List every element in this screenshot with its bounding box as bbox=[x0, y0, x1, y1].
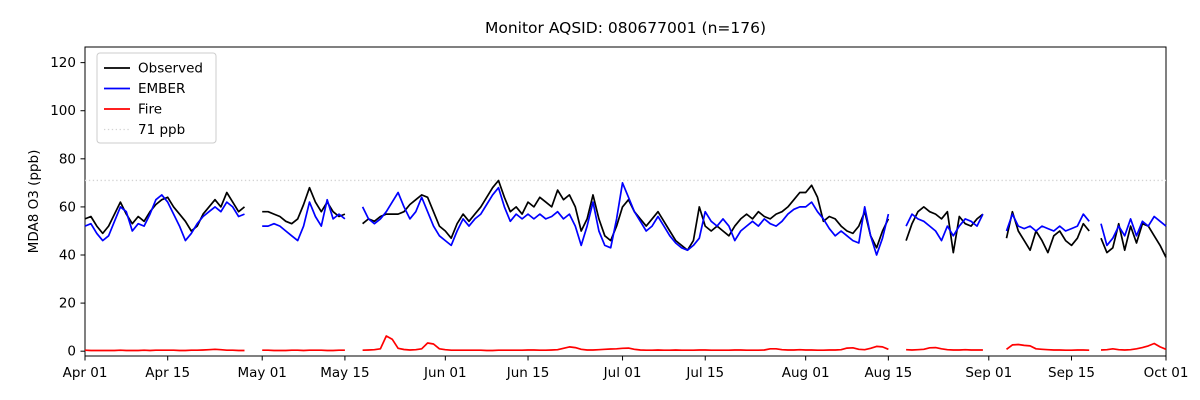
x-tick-label: Jun 15 bbox=[506, 365, 550, 381]
y-tick-label: 60 bbox=[59, 199, 76, 215]
y-axis-label: MDA8 O3 (ppb) bbox=[26, 150, 42, 254]
x-tick-label: Apr 15 bbox=[145, 365, 190, 381]
legend-label: 71 ppb bbox=[138, 122, 185, 138]
legend-entry-ember: EMBER bbox=[104, 81, 185, 97]
y-tick-label: 120 bbox=[50, 55, 76, 71]
x-tick-label: Sep 01 bbox=[965, 365, 1012, 381]
y-tick-label: 80 bbox=[59, 151, 76, 167]
legend-entry-71-ppb: 71 ppb bbox=[104, 122, 185, 138]
x-tick-label: Sep 15 bbox=[1048, 365, 1095, 381]
plot-border bbox=[84, 46, 1167, 357]
y-tick-label: 40 bbox=[59, 248, 76, 264]
series-line-ember bbox=[84, 182, 1167, 256]
x-tick-label: Jul 01 bbox=[603, 365, 642, 381]
x-tick-label: Jun 01 bbox=[423, 365, 467, 381]
y-tick-label: 0 bbox=[67, 344, 76, 360]
legend-entry-observed: Observed bbox=[104, 61, 203, 77]
chart-title: Monitor AQSID: 080677001 (n=176) bbox=[485, 19, 766, 37]
legend-label: Observed bbox=[138, 61, 203, 77]
x-tick-label: Aug 01 bbox=[782, 365, 830, 381]
legend: Observed EMBER Fire 71 ppb bbox=[96, 52, 217, 144]
x-tick-label: Oct 01 bbox=[1144, 365, 1189, 381]
x-tick-label: Apr 01 bbox=[63, 365, 108, 381]
legend-label: Fire bbox=[138, 102, 162, 118]
legend-box bbox=[96, 52, 217, 144]
y-tick-label: 100 bbox=[50, 103, 76, 119]
series-line-fire bbox=[84, 335, 1167, 352]
x-tick-label: May 15 bbox=[320, 365, 369, 381]
legend-entry-fire: Fire bbox=[104, 102, 162, 118]
y-tick-label: 20 bbox=[59, 296, 76, 312]
legend-label: EMBER bbox=[138, 81, 185, 97]
x-tick-label: May 01 bbox=[238, 365, 287, 381]
x-tick-label: Aug 15 bbox=[864, 365, 912, 381]
x-tick-label: Jul 15 bbox=[685, 365, 724, 381]
